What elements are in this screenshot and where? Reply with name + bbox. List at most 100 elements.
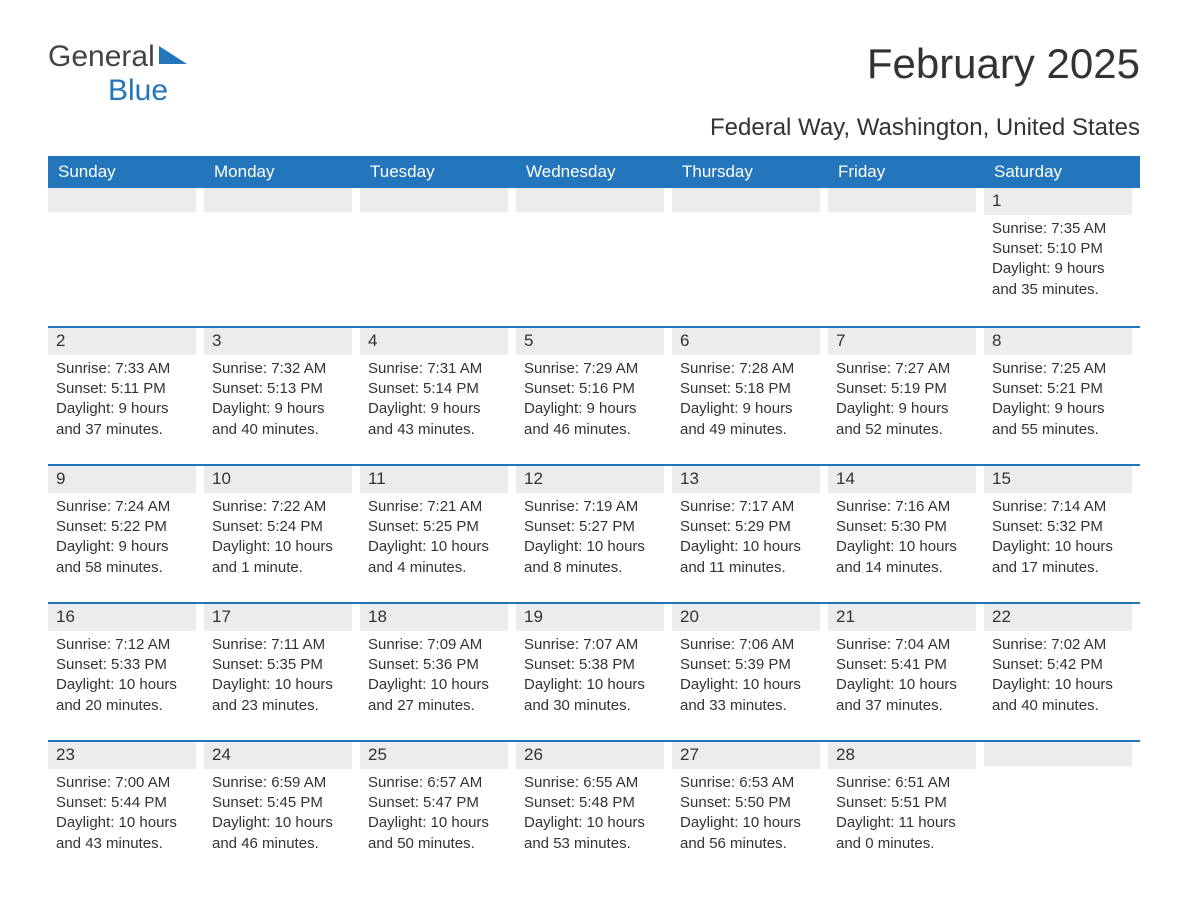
daylight-line: Daylight: 10 hours and 43 minutes. <box>56 813 196 854</box>
sunset-line: Sunset: 5:10 PM <box>992 239 1132 259</box>
day-number: 10 <box>204 466 352 493</box>
sunset-line: Sunset: 5:21 PM <box>992 379 1132 399</box>
daylight-line: Daylight: 9 hours and 52 minutes. <box>836 399 976 440</box>
dow-cell: Saturday <box>984 156 1140 188</box>
day-cell: 3Sunrise: 7:32 AMSunset: 5:13 PMDaylight… <box>204 328 360 450</box>
dow-cell: Monday <box>204 156 360 188</box>
sunrise-line: Sunrise: 7:12 AM <box>56 635 196 655</box>
sunset-line: Sunset: 5:24 PM <box>212 517 352 537</box>
day-number <box>48 188 196 212</box>
calendar: SundayMondayTuesdayWednesdayThursdayFrid… <box>48 156 1140 878</box>
day-content: Sunrise: 7:07 AMSunset: 5:38 PMDaylight:… <box>516 635 664 716</box>
sunset-line: Sunset: 5:33 PM <box>56 655 196 675</box>
day-cell <box>204 188 360 310</box>
sunrise-line: Sunrise: 7:32 AM <box>212 359 352 379</box>
sunrise-line: Sunrise: 7:07 AM <box>524 635 664 655</box>
day-content: Sunrise: 7:00 AMSunset: 5:44 PMDaylight:… <box>48 773 196 854</box>
daylight-line: Daylight: 10 hours and 1 minute. <box>212 537 352 578</box>
day-number: 24 <box>204 742 352 769</box>
day-cell: 14Sunrise: 7:16 AMSunset: 5:30 PMDayligh… <box>828 466 984 588</box>
daylight-line: Daylight: 10 hours and 4 minutes. <box>368 537 508 578</box>
daylight-line: Daylight: 11 hours and 0 minutes. <box>836 813 976 854</box>
day-cell: 15Sunrise: 7:14 AMSunset: 5:32 PMDayligh… <box>984 466 1140 588</box>
sunset-line: Sunset: 5:36 PM <box>368 655 508 675</box>
sunrise-line: Sunrise: 6:51 AM <box>836 773 976 793</box>
sunset-line: Sunset: 5:25 PM <box>368 517 508 537</box>
day-cell: 5Sunrise: 7:29 AMSunset: 5:16 PMDaylight… <box>516 328 672 450</box>
day-cell: 1Sunrise: 7:35 AMSunset: 5:10 PMDaylight… <box>984 188 1140 310</box>
week-row: 9Sunrise: 7:24 AMSunset: 5:22 PMDaylight… <box>48 464 1140 602</box>
sunrise-line: Sunrise: 7:31 AM <box>368 359 508 379</box>
day-number: 19 <box>516 604 664 631</box>
daylight-line: Daylight: 10 hours and 40 minutes. <box>992 675 1132 716</box>
day-number: 22 <box>984 604 1132 631</box>
title-block: February 2025 <box>867 40 1140 88</box>
sunset-line: Sunset: 5:32 PM <box>992 517 1132 537</box>
dow-cell: Thursday <box>672 156 828 188</box>
day-number: 23 <box>48 742 196 769</box>
flag-icon <box>159 46 187 66</box>
day-content: Sunrise: 7:31 AMSunset: 5:14 PMDaylight:… <box>360 359 508 440</box>
daylight-line: Daylight: 10 hours and 33 minutes. <box>680 675 820 716</box>
sunset-line: Sunset: 5:41 PM <box>836 655 976 675</box>
month-title: February 2025 <box>867 40 1140 88</box>
sunrise-line: Sunrise: 7:19 AM <box>524 497 664 517</box>
day-cell: 8Sunrise: 7:25 AMSunset: 5:21 PMDaylight… <box>984 328 1140 450</box>
day-content: Sunrise: 6:53 AMSunset: 5:50 PMDaylight:… <box>672 773 820 854</box>
day-cell: 2 Sunrise: 7:33 AMSunset: 5:11 PMDaylight… <box>48 328 204 450</box>
sunset-line: Sunset: 5:27 PM <box>524 517 664 537</box>
sunset-line: Sunset: 5:29 PM <box>680 517 820 537</box>
sunrise-line: Sunrise: 6:53 AM <box>680 773 820 793</box>
sunset-line: Sunset: 5:50 PM <box>680 793 820 813</box>
day-cell: 12Sunrise: 7:19 AMSunset: 5:27 PMDayligh… <box>516 466 672 588</box>
dow-cell: Wednesday <box>516 156 672 188</box>
day-of-week-header: SundayMondayTuesdayWednesdayThursdayFrid… <box>48 156 1140 188</box>
day-content: Sunrise: 6:57 AMSunset: 5:47 PMDaylight:… <box>360 773 508 854</box>
day-cell: 24 Sunrise: 6:59 AMSunset: 5:45 PMDayligh… <box>204 742 360 864</box>
daylight-line: Daylight: 10 hours and 8 minutes. <box>524 537 664 578</box>
daylight-line: Daylight: 10 hours and 27 minutes. <box>368 675 508 716</box>
sunrise-line: Sunrise: 6:55 AM <box>524 773 664 793</box>
location: Federal Way, Washington, United States <box>48 114 1140 142</box>
day-number: 27 <box>672 742 820 769</box>
sunset-line: Sunset: 5:30 PM <box>836 517 976 537</box>
daylight-line: Daylight: 9 hours and 37 minutes. <box>56 399 196 440</box>
day-number: 16 <box>48 604 196 631</box>
day-cell: 7Sunrise: 7:27 AMSunset: 5:19 PMDaylight… <box>828 328 984 450</box>
sunrise-line: Sunrise: 6:59 AM <box>212 773 352 793</box>
day-number: 9 <box>48 466 196 493</box>
day-number <box>204 188 352 212</box>
day-number <box>516 188 664 212</box>
sunset-line: Sunset: 5:16 PM <box>524 379 664 399</box>
dow-cell: Friday <box>828 156 984 188</box>
sunrise-line: Sunrise: 7:16 AM <box>836 497 976 517</box>
day-number: 2 <box>48 328 196 355</box>
day-cell: 22Sunrise: 7:02 AMSunset: 5:42 PMDayligh… <box>984 604 1140 726</box>
sunrise-line: Sunrise: 7:21 AM <box>368 497 508 517</box>
daylight-line: Daylight: 9 hours and 55 minutes. <box>992 399 1132 440</box>
day-cell: 21Sunrise: 7:04 AMSunset: 5:41 PMDayligh… <box>828 604 984 726</box>
sunset-line: Sunset: 5:11 PM <box>56 379 196 399</box>
day-number <box>360 188 508 212</box>
sunset-line: Sunset: 5:35 PM <box>212 655 352 675</box>
sunset-line: Sunset: 5:14 PM <box>368 379 508 399</box>
daylight-line: Daylight: 9 hours and 58 minutes. <box>56 537 196 578</box>
day-cell: 10Sunrise: 7:22 AMSunset: 5:24 PMDayligh… <box>204 466 360 588</box>
week-row: 1Sunrise: 7:35 AMSunset: 5:10 PMDaylight… <box>48 188 1140 326</box>
day-number <box>828 188 976 212</box>
day-content: Sunrise: 7:32 AMSunset: 5:13 PMDaylight:… <box>204 359 352 440</box>
day-content: Sunrise: 6:59 AMSunset: 5:45 PMDaylight:… <box>204 773 352 854</box>
day-content: Sunrise: 7:04 AMSunset: 5:41 PMDaylight:… <box>828 635 976 716</box>
sunrise-line: Sunrise: 7:27 AM <box>836 359 976 379</box>
day-content: Sunrise: 7:12 AMSunset: 5:33 PMDaylight:… <box>48 635 196 716</box>
day-content: Sunrise: 7:09 AMSunset: 5:36 PMDaylight:… <box>360 635 508 716</box>
day-cell <box>48 188 204 310</box>
day-number: 8 <box>984 328 1132 355</box>
day-cell: 28Sunrise: 6:51 AMSunset: 5:51 PMDayligh… <box>828 742 984 864</box>
day-cell <box>828 188 984 310</box>
sunset-line: Sunset: 5:19 PM <box>836 379 976 399</box>
daylight-line: Daylight: 10 hours and 11 minutes. <box>680 537 820 578</box>
sunrise-line: Sunrise: 7:33 AM <box>56 359 196 379</box>
day-cell: 13Sunrise: 7:17 AMSunset: 5:29 PMDayligh… <box>672 466 828 588</box>
daylight-line: Daylight: 9 hours and 40 minutes. <box>212 399 352 440</box>
